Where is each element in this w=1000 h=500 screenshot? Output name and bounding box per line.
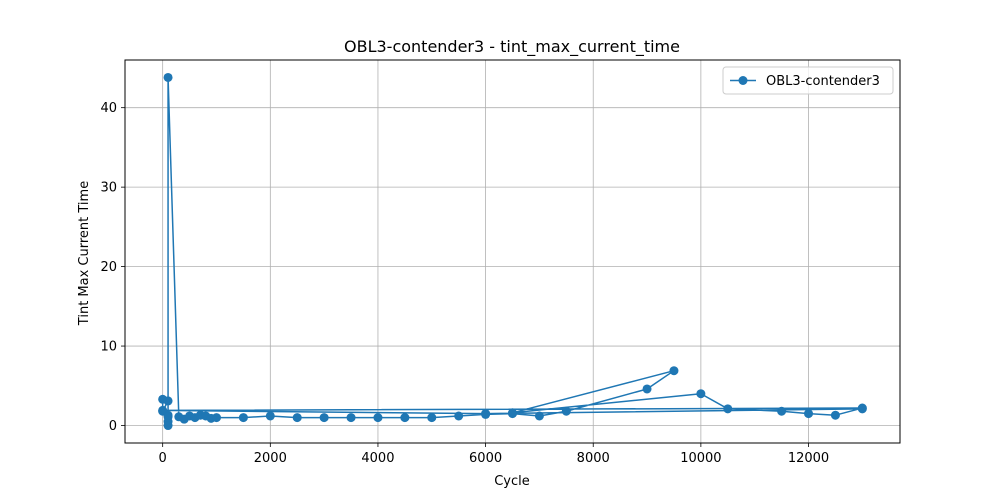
data-point (857, 404, 867, 414)
data-point (534, 411, 544, 421)
ticks: 0 2000 4000 6000 8000 10000 12000 0 10 20 30 40 (100, 101, 829, 466)
data-point (481, 409, 491, 419)
legend-box (722, 66, 894, 95)
data-point (723, 404, 733, 414)
data-point (804, 409, 814, 419)
data-point (642, 384, 652, 394)
data-point (427, 413, 437, 423)
data-point (777, 406, 787, 416)
data-point (346, 413, 356, 423)
x-tick-label: 4000 (361, 451, 394, 466)
data-point (163, 421, 173, 431)
legend-point-marker (738, 76, 748, 85)
data-point (319, 413, 329, 423)
x-tick-label: 10000 (680, 451, 721, 466)
x-tick-label: 2000 (254, 451, 287, 466)
data-point (561, 406, 571, 416)
x-tick-label: 12000 (788, 451, 829, 466)
data-point (158, 405, 168, 415)
data-point (454, 411, 464, 421)
y-tick-label: 30 (100, 181, 117, 196)
data-point (696, 389, 706, 399)
data-point (508, 408, 517, 418)
data-point (292, 413, 302, 423)
y-tick-label: 20 (100, 260, 117, 275)
data-point (830, 410, 840, 420)
x-tick-label: 0 (159, 451, 167, 466)
plot-data (158, 72, 867, 431)
y-axis-label: Tint Max Current Time (77, 181, 92, 326)
data-point (163, 396, 173, 406)
chart-title: OBL3-contender3 - tint_max_current_time (344, 37, 680, 57)
grid (125, 60, 900, 443)
y-tick-label: 0 (109, 419, 117, 434)
data-point (669, 366, 679, 376)
data-point (238, 413, 248, 423)
legend-label: OBL3-contender3 (766, 74, 880, 89)
data-point (400, 413, 410, 423)
x-tick-label: 8000 (577, 451, 610, 466)
data-point (163, 72, 173, 82)
y-tick-label: 40 (100, 101, 117, 116)
x-axis-label: Cycle (494, 474, 530, 489)
data-point (211, 413, 221, 423)
data-point (265, 411, 275, 421)
x-tick-label: 6000 (469, 451, 502, 466)
axes-frame (124, 59, 901, 444)
legend: OBL3-contender3 (722, 66, 894, 95)
y-tick-label: 10 (100, 340, 117, 355)
data-point (373, 413, 383, 423)
